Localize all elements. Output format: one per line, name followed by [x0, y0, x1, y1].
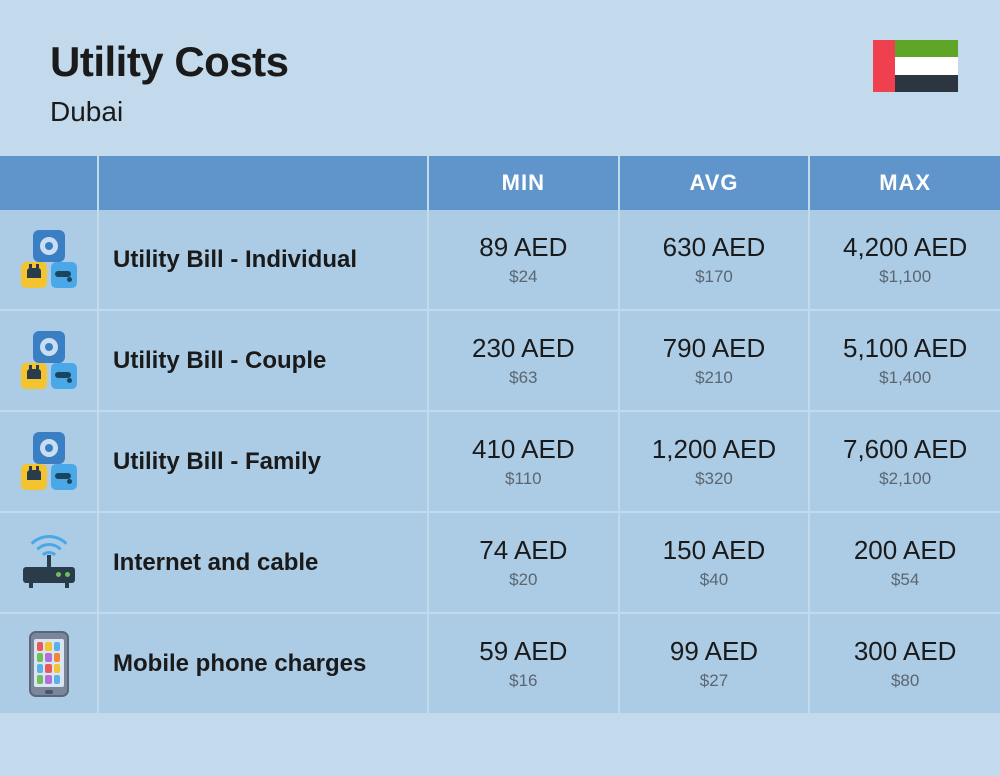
aed-value: 200 AED: [818, 535, 992, 566]
utility-costs-table: MIN AVG MAX Utility Bill - Individual89 …: [0, 156, 1000, 713]
aed-value: 5,100 AED: [818, 333, 992, 364]
cell-avg: 150 AED $40: [619, 512, 810, 613]
aed-value: 74 AED: [437, 535, 610, 566]
aed-value: 4,200 AED: [818, 232, 992, 263]
col-avg: AVG: [619, 156, 810, 210]
phone-icon: [29, 631, 69, 697]
aed-value: 89 AED: [437, 232, 610, 263]
row-icon-cell: [0, 310, 98, 411]
row-label: Utility Bill - Family: [98, 411, 428, 512]
aed-value: 790 AED: [628, 333, 801, 364]
table-row: Mobile phone charges 59 AED $16 99 AED $27 30…: [0, 613, 1000, 713]
row-icon-cell: [0, 411, 98, 512]
cell-avg: 1,200 AED $320: [619, 411, 810, 512]
usd-value: $63: [437, 368, 610, 388]
cell-avg: 790 AED $210: [619, 310, 810, 411]
aed-value: 7,600 AED: [818, 434, 992, 465]
cell-avg: 99 AED $27: [619, 613, 810, 713]
aed-value: 230 AED: [437, 333, 610, 364]
usd-value: $40: [628, 570, 801, 590]
row-label: Utility Bill - Couple: [98, 310, 428, 411]
usd-value: $16: [437, 671, 610, 691]
cell-max: 5,100 AED $1,400: [809, 310, 1000, 411]
cell-max: 200 AED $54: [809, 512, 1000, 613]
aed-value: 300 AED: [818, 636, 992, 667]
usd-value: $54: [818, 570, 992, 590]
table-row: Utility Bill - Individual 89 AED $24 630 AE…: [0, 210, 1000, 310]
table-row: Utility Bill - Family 410 AED $110 1,200 AE…: [0, 411, 1000, 512]
cell-max: 4,200 AED $1,100: [809, 210, 1000, 310]
cell-min: 59 AED $16: [428, 613, 619, 713]
row-label: Utility Bill - Individual: [98, 210, 428, 310]
usd-value: $80: [818, 671, 992, 691]
aed-value: 410 AED: [437, 434, 610, 465]
aed-value: 630 AED: [628, 232, 801, 263]
utility-group-icon: [19, 331, 79, 391]
table-row: Internet and cable 74 AED $20 150 AED $40 200…: [0, 512, 1000, 613]
usd-value: $210: [628, 368, 801, 388]
utility-group-icon: [19, 432, 79, 492]
row-icon-cell: [0, 512, 98, 613]
aed-value: 1,200 AED: [628, 434, 801, 465]
aed-value: 59 AED: [437, 636, 610, 667]
page-subtitle: Dubai: [50, 96, 950, 128]
page-title: Utility Costs: [50, 38, 950, 86]
usd-value: $1,400: [818, 368, 992, 388]
aed-value: 150 AED: [628, 535, 801, 566]
row-icon-cell: [0, 210, 98, 310]
col-icon: [0, 156, 98, 210]
col-max: MAX: [809, 156, 1000, 210]
cell-max: 300 AED $80: [809, 613, 1000, 713]
cell-max: 7,600 AED $2,100: [809, 411, 1000, 512]
usd-value: $20: [437, 570, 610, 590]
cell-min: 230 AED $63: [428, 310, 619, 411]
router-icon: [19, 533, 79, 593]
usd-value: $2,100: [818, 469, 992, 489]
usd-value: $24: [437, 267, 610, 287]
row-label: Internet and cable: [98, 512, 428, 613]
cell-min: 89 AED $24: [428, 210, 619, 310]
cell-min: 410 AED $110: [428, 411, 619, 512]
usd-value: $170: [628, 267, 801, 287]
col-label: [98, 156, 428, 210]
row-label: Mobile phone charges: [98, 613, 428, 713]
usd-value: $27: [628, 671, 801, 691]
usd-value: $110: [437, 469, 610, 489]
usd-value: $1,100: [818, 267, 992, 287]
table-header-row: MIN AVG MAX: [0, 156, 1000, 210]
header: Utility Costs Dubai: [0, 0, 1000, 156]
aed-value: 99 AED: [628, 636, 801, 667]
cell-avg: 630 AED $170: [619, 210, 810, 310]
usd-value: $320: [628, 469, 801, 489]
row-icon-cell: [0, 613, 98, 713]
col-min: MIN: [428, 156, 619, 210]
table-row: Utility Bill - Couple 230 AED $63 790 AED $2…: [0, 310, 1000, 411]
cell-min: 74 AED $20: [428, 512, 619, 613]
uae-flag-icon: [873, 40, 958, 92]
utility-group-icon: [19, 230, 79, 290]
